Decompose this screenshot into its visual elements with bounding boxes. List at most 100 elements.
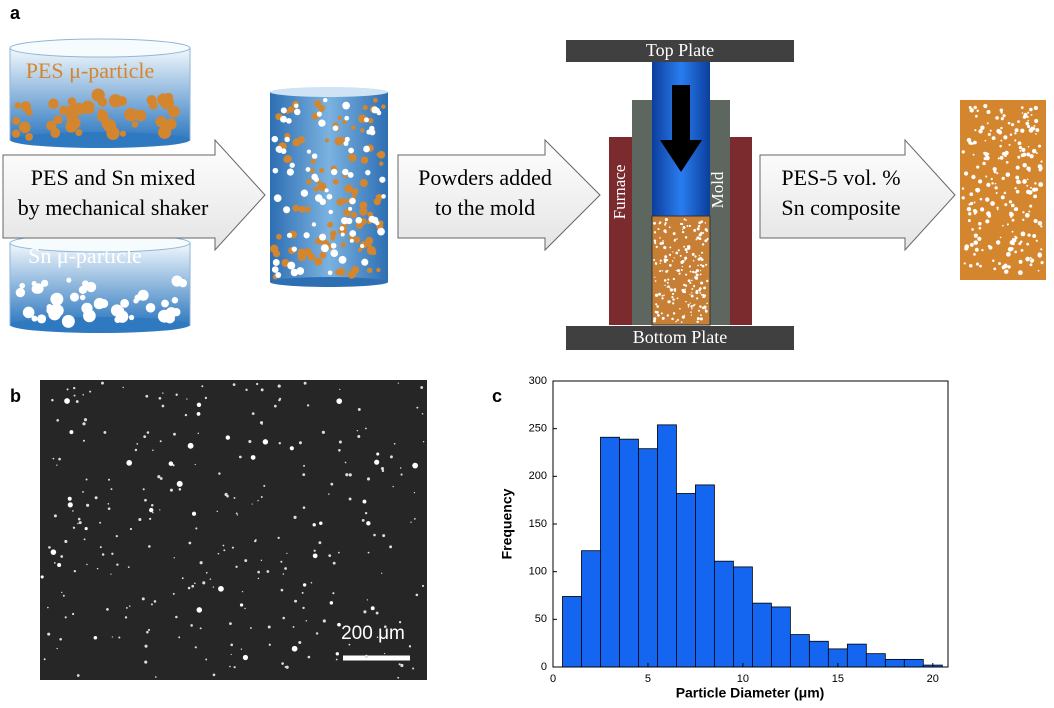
particle xyxy=(971,228,974,231)
particle xyxy=(25,108,32,115)
particle xyxy=(676,270,677,271)
particle xyxy=(971,142,974,145)
particle xyxy=(1034,125,1036,127)
particle xyxy=(987,110,991,114)
particle xyxy=(688,304,690,306)
particle xyxy=(995,186,998,189)
particle xyxy=(223,549,225,551)
particle xyxy=(274,194,282,202)
particle xyxy=(172,297,178,303)
particle xyxy=(1029,192,1031,194)
particle xyxy=(92,88,105,101)
particle xyxy=(349,230,356,237)
particle xyxy=(307,404,309,406)
particle xyxy=(654,239,656,241)
particle xyxy=(700,270,701,271)
particle xyxy=(70,293,79,302)
particle xyxy=(689,265,691,267)
particle xyxy=(1021,106,1024,109)
particle xyxy=(162,392,163,393)
particle xyxy=(155,676,157,678)
particle xyxy=(983,104,987,108)
particle xyxy=(157,475,160,478)
particle xyxy=(692,253,695,256)
particle xyxy=(684,257,687,260)
particle xyxy=(1029,154,1033,158)
particle xyxy=(338,449,341,452)
particle xyxy=(363,105,368,110)
particle xyxy=(63,595,65,597)
particle xyxy=(318,119,325,126)
particle xyxy=(294,109,301,116)
particle xyxy=(367,242,372,247)
particle xyxy=(97,568,99,570)
particle xyxy=(292,646,298,652)
particle xyxy=(108,479,110,481)
particle xyxy=(669,226,671,228)
particle xyxy=(1022,219,1024,221)
particle xyxy=(319,234,326,241)
particle xyxy=(701,252,703,254)
particle xyxy=(1010,216,1012,218)
particle xyxy=(662,240,664,242)
mold-label: Mold xyxy=(708,171,727,208)
particle xyxy=(376,612,379,615)
particle xyxy=(681,269,683,271)
particle xyxy=(302,592,304,594)
particle xyxy=(303,583,306,586)
x-axis-title: Particle Diameter (μm) xyxy=(676,685,825,701)
particle xyxy=(248,440,251,443)
particle xyxy=(1029,205,1032,208)
particle xyxy=(41,575,44,578)
particle xyxy=(79,521,82,524)
particle xyxy=(1026,185,1028,187)
particle xyxy=(160,96,174,110)
particle xyxy=(655,303,657,305)
particle xyxy=(1010,133,1012,135)
particle xyxy=(290,163,295,168)
particle xyxy=(319,521,322,524)
particle xyxy=(367,599,368,600)
particle xyxy=(360,179,368,187)
particle xyxy=(186,398,187,399)
particle xyxy=(968,212,971,215)
particle xyxy=(294,601,295,602)
particle xyxy=(292,246,297,251)
particle xyxy=(685,248,688,251)
particle xyxy=(394,443,396,445)
particle xyxy=(236,513,238,515)
particle xyxy=(697,265,699,267)
particle xyxy=(103,431,106,434)
particle xyxy=(333,125,339,131)
particle xyxy=(287,233,292,238)
particle xyxy=(705,310,708,313)
particle xyxy=(967,207,971,211)
particle xyxy=(106,608,109,611)
particle xyxy=(350,239,354,243)
particle xyxy=(188,443,194,449)
particle xyxy=(101,382,104,385)
bar xyxy=(733,567,752,667)
particle xyxy=(191,585,194,588)
particle xyxy=(667,282,669,284)
particle xyxy=(1033,194,1037,198)
particle xyxy=(1038,252,1042,256)
bar xyxy=(847,644,866,667)
particle xyxy=(1030,258,1034,262)
particle xyxy=(398,383,399,384)
particle xyxy=(146,303,156,313)
particle xyxy=(318,105,325,112)
particle xyxy=(250,627,252,629)
particle xyxy=(1040,225,1042,227)
particle xyxy=(290,446,294,450)
particle xyxy=(166,307,177,318)
particle xyxy=(197,403,201,407)
particle xyxy=(69,430,73,434)
particle xyxy=(699,234,701,236)
particle xyxy=(693,285,695,287)
particle xyxy=(77,674,80,677)
particle xyxy=(359,208,367,216)
particle xyxy=(302,607,304,609)
particle xyxy=(1025,257,1030,262)
particle xyxy=(1016,166,1020,170)
